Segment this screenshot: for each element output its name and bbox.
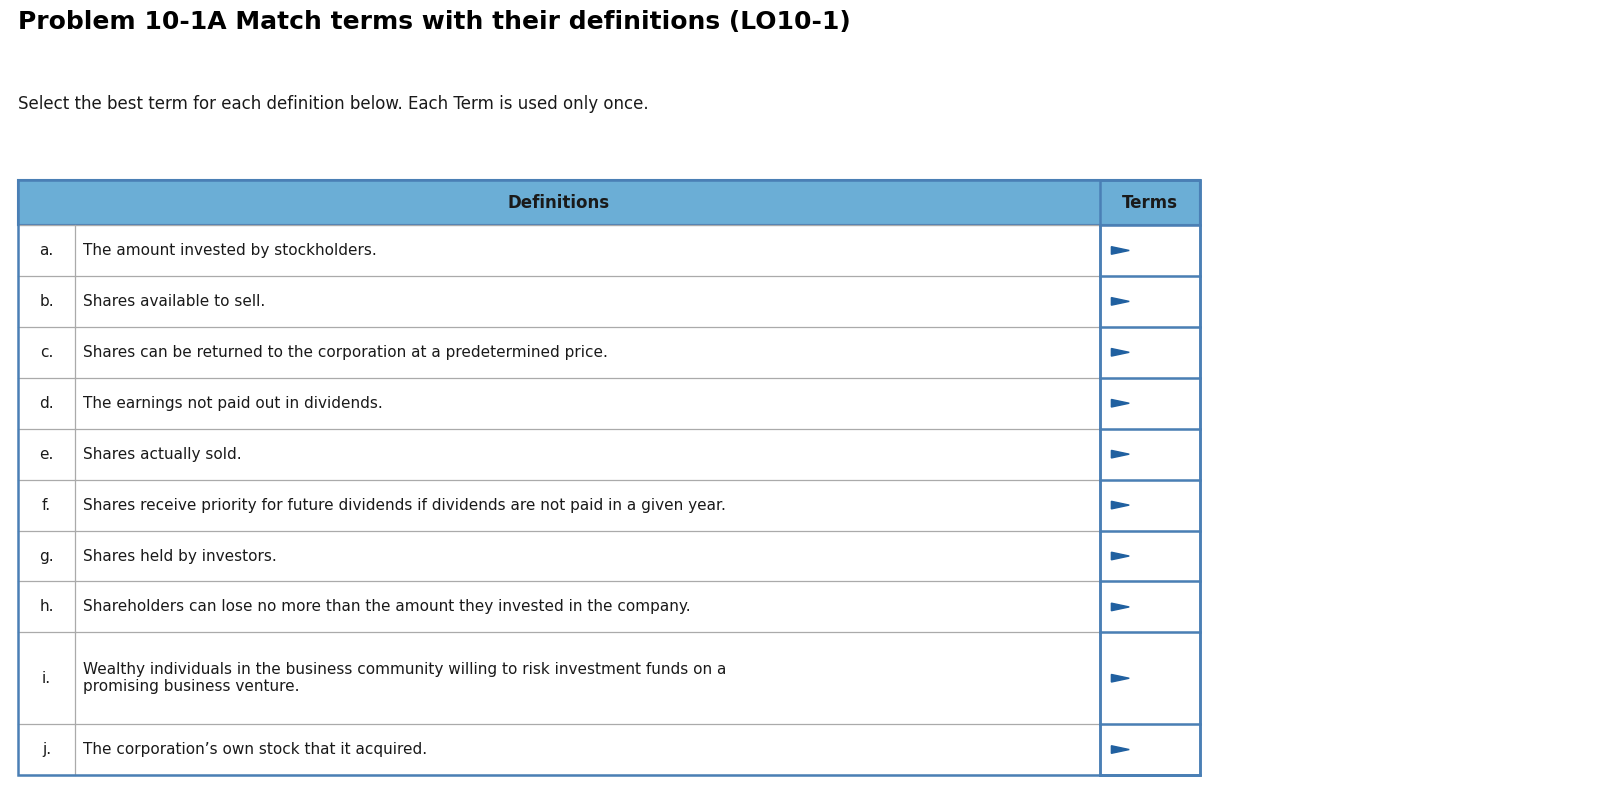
Text: Shareholders can lose no more than the amount they invested in the company.: Shareholders can lose no more than the a… bbox=[83, 600, 690, 615]
Text: a.: a. bbox=[39, 243, 54, 258]
Text: Terms: Terms bbox=[1121, 194, 1177, 212]
FancyBboxPatch shape bbox=[18, 180, 1199, 225]
Text: d.: d. bbox=[39, 396, 54, 411]
Text: Select the best term for each definition below. Each Term is used only once.: Select the best term for each definition… bbox=[18, 95, 648, 113]
Text: j.: j. bbox=[42, 742, 50, 757]
Text: Wealthy individuals in the business community willing to risk investment funds o: Wealthy individuals in the business comm… bbox=[83, 662, 725, 694]
Text: g.: g. bbox=[39, 548, 54, 563]
Text: Shares can be returned to the corporation at a predetermined price.: Shares can be returned to the corporatio… bbox=[83, 344, 607, 359]
Text: Problem 10-1A Match terms with their definitions (LO10-1): Problem 10-1A Match terms with their def… bbox=[18, 10, 850, 34]
Text: b.: b. bbox=[39, 294, 54, 309]
Text: Shares actually sold.: Shares actually sold. bbox=[83, 446, 242, 461]
Text: Shares receive priority for future dividends if dividends are not paid in a give: Shares receive priority for future divid… bbox=[83, 498, 725, 513]
Text: Shares held by investors.: Shares held by investors. bbox=[83, 548, 276, 563]
Text: The amount invested by stockholders.: The amount invested by stockholders. bbox=[83, 243, 377, 258]
Text: i.: i. bbox=[42, 671, 50, 686]
Text: c.: c. bbox=[41, 344, 54, 359]
Text: Shares available to sell.: Shares available to sell. bbox=[83, 294, 265, 309]
Text: h.: h. bbox=[39, 600, 54, 615]
Text: Definitions: Definitions bbox=[508, 194, 610, 212]
Text: e.: e. bbox=[39, 446, 54, 461]
Text: The corporation’s own stock that it acquired.: The corporation’s own stock that it acqu… bbox=[83, 742, 427, 757]
Text: The earnings not paid out in dividends.: The earnings not paid out in dividends. bbox=[83, 396, 383, 411]
Text: f.: f. bbox=[42, 498, 50, 513]
